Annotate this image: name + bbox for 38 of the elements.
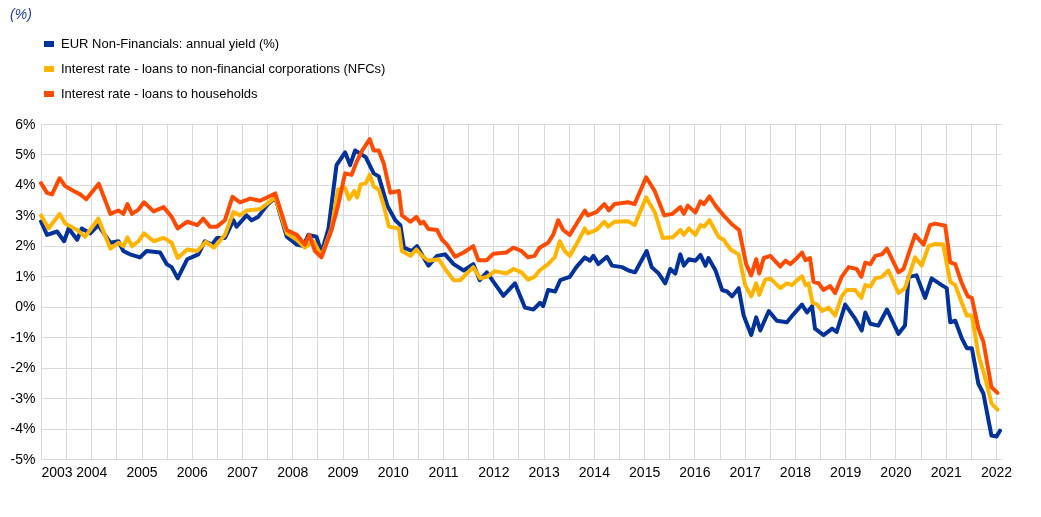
x-tick-label: 2021 <box>930 463 962 480</box>
x-tick-label: 2010 <box>377 463 410 480</box>
text: (%) <box>10 6 32 22</box>
line-series <box>39 137 1000 395</box>
x-tick-label: 2022 <box>980 463 1013 480</box>
y-tick-label: 0% <box>15 298 36 315</box>
y-tick-label: 5% <box>15 145 36 162</box>
x-tick-label: 2003 <box>41 463 73 480</box>
legend-label: EUR Non-Financials: annual yield (%) <box>61 36 280 51</box>
x-tick-label: 2011 <box>428 463 459 480</box>
y-tick-label: -1% <box>10 328 36 345</box>
y-tick-label: 3% <box>15 206 36 223</box>
x-tick-label: 2009 <box>327 463 359 480</box>
x-tick-label: 2007 <box>226 463 259 480</box>
y-tick-label: -2% <box>10 359 36 376</box>
line-series <box>39 172 1000 412</box>
y-tick-label: -5% <box>10 450 36 467</box>
x-tick-label: 2020 <box>880 463 912 480</box>
x-tick-label: 2013 <box>528 463 560 480</box>
y-tick-label: 4% <box>15 176 36 193</box>
y-tick-label: -3% <box>10 389 36 406</box>
x-tick-label: 2006 <box>176 463 209 480</box>
x-tick-label: 2005 <box>126 463 158 480</box>
y-tick-label: -4% <box>10 420 36 437</box>
y-tick-label: 1% <box>15 267 36 284</box>
x-tick-label: 2018 <box>779 463 812 480</box>
y-tick-label: 6% <box>15 115 36 132</box>
x-tick-label: 2015 <box>629 463 661 480</box>
legend-label: Interest rate - loans to households <box>61 86 259 101</box>
legend-label: Interest rate - loans to non-financial corporations (NFCs) <box>61 61 386 76</box>
y-tick-label: 2% <box>15 237 36 254</box>
x-tick-label: 2017 <box>729 463 761 480</box>
x-tick-label: 2016 <box>679 463 711 480</box>
x-tick-label: 2004 <box>76 463 108 480</box>
x-tick-label: 2008 <box>277 463 309 480</box>
x-tick-label: 2019 <box>830 463 862 480</box>
x-tick-label: 2014 <box>578 463 611 480</box>
x-tick-label: 2012 <box>478 463 510 480</box>
